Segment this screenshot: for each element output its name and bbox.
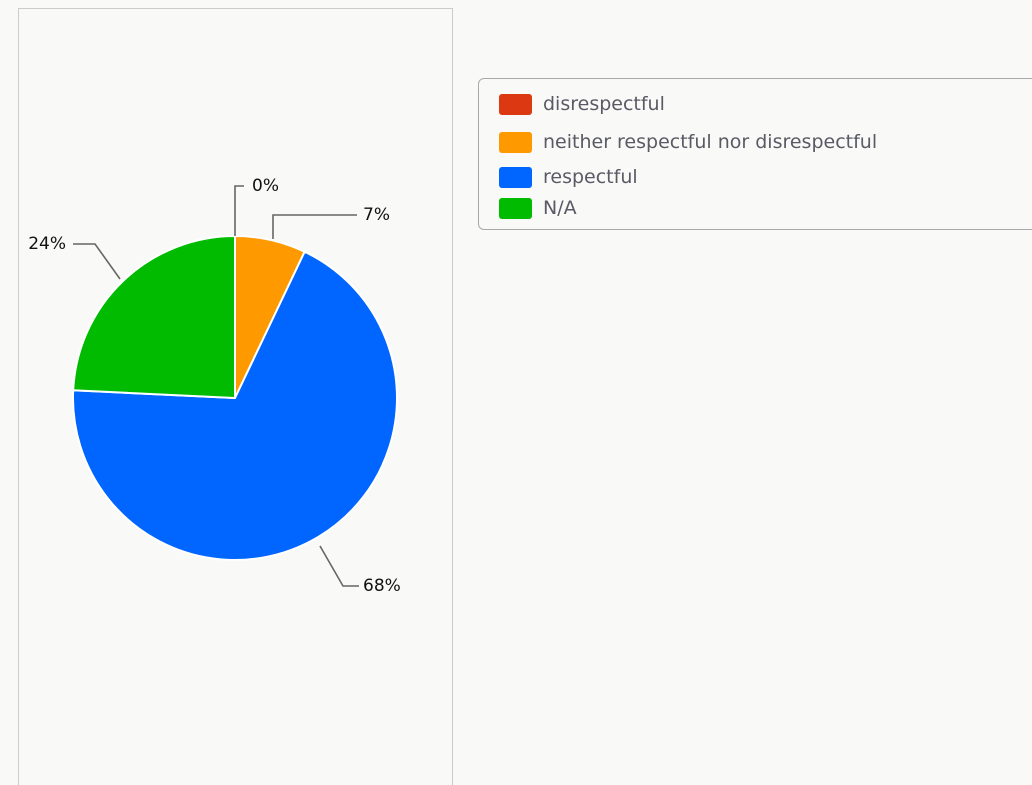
pie-slice-respectful: [72, 250, 398, 561]
legend-swatch: [499, 166, 532, 188]
data-label-neither-respectful-nor-disrespectful: 7%: [363, 205, 390, 225]
leader-line-disrespectful: [234, 185, 244, 236]
data-label-disrespectful: 0%: [252, 176, 279, 196]
legend-label: N/A: [543, 197, 577, 219]
leader-line-n-a: [73, 243, 121, 280]
legend-label: respectful: [543, 166, 638, 188]
legend-item-respectful: respectful: [499, 166, 638, 188]
legend-swatch: [499, 93, 532, 115]
legend-label: disrespectful: [543, 93, 665, 115]
legend-swatch: [499, 131, 532, 153]
data-label-n-a: 24%: [28, 234, 66, 254]
pie-slice-n-a: [72, 235, 236, 399]
data-label-respectful: 68%: [363, 576, 401, 596]
pie-slices: [72, 235, 398, 561]
legend-item-disrespectful: disrespectful: [499, 93, 665, 115]
legend-swatch: [499, 197, 532, 219]
leader-line-neither-respectful-nor-disrespectful: [272, 214, 357, 239]
pie-labels: 0% 7% 68% 24%: [28, 176, 401, 596]
legend-item-neither-respectful-nor-disrespectful: neither respectful nor disrespectful: [499, 131, 877, 153]
legend-item-n-a: N/A: [499, 197, 577, 219]
legend: disrespectful neither respectful nor dis…: [478, 78, 1032, 230]
leader-line-respectful: [319, 545, 359, 587]
legend-label: neither respectful nor disrespectful: [543, 131, 878, 153]
